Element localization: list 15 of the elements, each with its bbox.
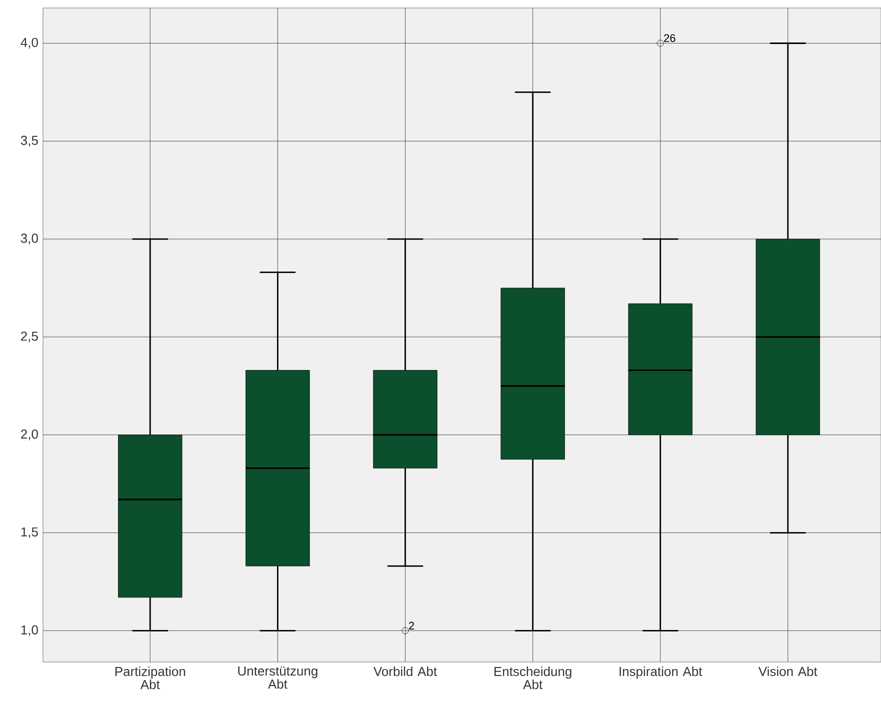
x-tick-label: Inspiration Abt — [620, 666, 702, 679]
x-tick-label: Unterstützung Abt — [238, 666, 318, 689]
y-tick-label: 1,5 — [21, 527, 38, 538]
x-tick-label: Vision Abt — [758, 666, 818, 676]
x-tick-label: Vorbild Abt — [374, 666, 437, 676]
y-tick-label: 2,0 — [21, 429, 38, 440]
y-tick-label: 3,0 — [20, 234, 38, 244]
x-tick-label: Entscheidung Abt — [494, 666, 572, 690]
x-tick-label: Partizipation Abt — [115, 666, 186, 690]
y-tick-label: 3,5 — [20, 136, 38, 147]
y-tick-label: 4,0 — [20, 38, 38, 49]
annotation: 26 — [664, 34, 676, 42]
annotation: 2 — [408, 622, 414, 630]
y-tick-label: 1,0 — [21, 625, 38, 636]
y-tick-label: 2,5 — [21, 332, 38, 342]
